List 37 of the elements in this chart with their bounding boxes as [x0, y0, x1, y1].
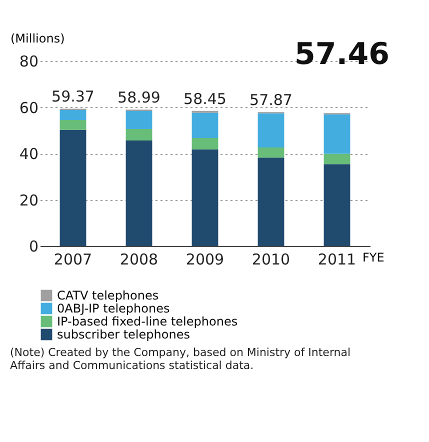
x-tick-label: 2010 [252, 250, 290, 268]
bar [126, 140, 152, 246]
total-label: 58.45 [184, 90, 226, 108]
bar [192, 138, 218, 150]
legend-label: IP-based fixed-line telephones [57, 314, 238, 328]
bar [258, 113, 284, 148]
bar [126, 110, 152, 129]
y-axis-title: (Millions) [10, 32, 65, 46]
total-label: 57.46 [294, 37, 390, 72]
x-tick-label: 2011 [318, 250, 356, 268]
total-label: 58.99 [118, 88, 160, 107]
bar [192, 149, 218, 246]
legend-label: CATV telephones [57, 288, 159, 302]
y-tick-label: 80 [19, 52, 38, 70]
y-tick-label: 0 [28, 238, 38, 256]
x-tick-label: 2009 [186, 250, 224, 268]
bar [258, 158, 284, 246]
bar [126, 128, 152, 141]
legend-label: 0ABJ-IP telephones [57, 302, 170, 316]
y-tick-label: 20 [19, 191, 38, 210]
bar [324, 154, 350, 164]
bar [324, 164, 350, 246]
text: (Note) Created by the Company, based on Ministry of Internal Affairs and Communications statistical data. [10, 346, 351, 372]
total-label: 57.87 [250, 91, 292, 110]
y-tick-label: 40 [19, 145, 38, 163]
x-tick-label: 2007 [54, 250, 92, 268]
bar [60, 130, 86, 246]
x-tick-label: 2008 [120, 250, 158, 268]
bar [60, 110, 86, 120]
legend-label: subscriber telephones [57, 328, 190, 342]
bar [60, 120, 86, 130]
bar [192, 112, 218, 138]
bar [258, 147, 284, 158]
y-tick-label: 60 [19, 98, 38, 117]
x-axis-title: FYE [362, 250, 384, 264]
bar [324, 114, 350, 154]
total-label: 59.37 [52, 88, 94, 106]
